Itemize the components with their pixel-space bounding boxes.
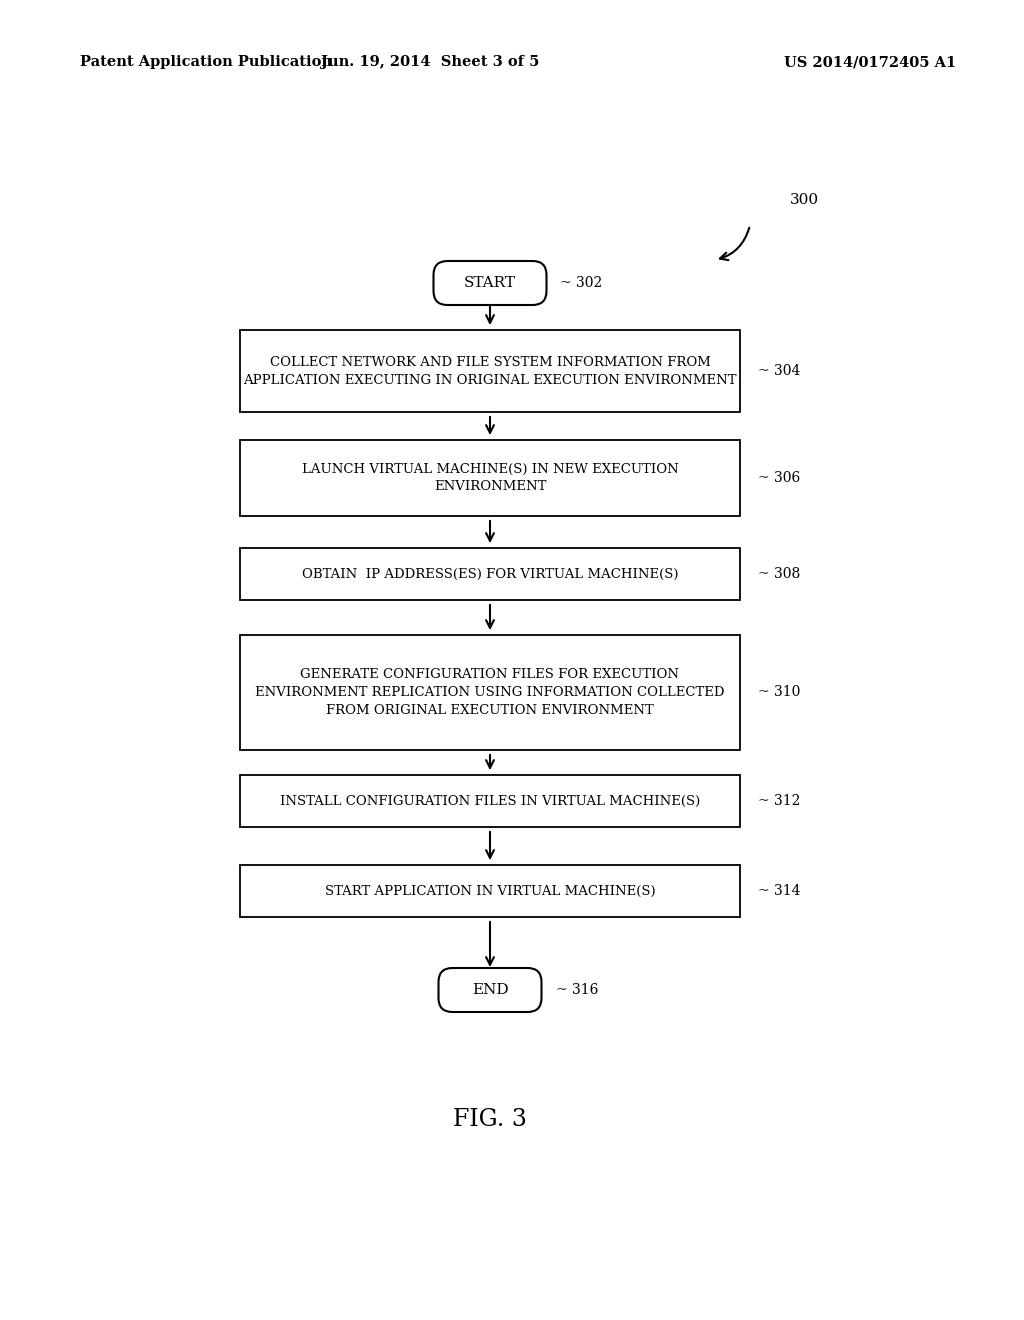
Text: COLLECT NETWORK AND FILE SYSTEM INFORMATION FROM
APPLICATION EXECUTING IN ORIGIN: COLLECT NETWORK AND FILE SYSTEM INFORMAT… <box>244 355 736 387</box>
Text: Jun. 19, 2014  Sheet 3 of 5: Jun. 19, 2014 Sheet 3 of 5 <box>321 55 540 69</box>
Text: ~ 310: ~ 310 <box>758 685 801 700</box>
FancyBboxPatch shape <box>438 968 542 1012</box>
FancyBboxPatch shape <box>240 865 740 917</box>
Text: FIG. 3: FIG. 3 <box>453 1109 527 1131</box>
Text: START APPLICATION IN VIRTUAL MACHINE(S): START APPLICATION IN VIRTUAL MACHINE(S) <box>325 884 655 898</box>
FancyBboxPatch shape <box>240 548 740 601</box>
FancyBboxPatch shape <box>240 635 740 750</box>
FancyBboxPatch shape <box>433 261 547 305</box>
Text: ~ 308: ~ 308 <box>758 568 800 581</box>
FancyBboxPatch shape <box>240 775 740 828</box>
Text: Patent Application Publication: Patent Application Publication <box>80 55 332 69</box>
Text: ~ 316: ~ 316 <box>555 983 598 997</box>
Text: ~ 304: ~ 304 <box>758 364 801 378</box>
FancyBboxPatch shape <box>240 330 740 412</box>
Text: 300: 300 <box>790 193 819 207</box>
Text: ~ 302: ~ 302 <box>560 276 603 290</box>
Text: ~ 312: ~ 312 <box>758 795 801 808</box>
Text: ~ 314: ~ 314 <box>758 884 801 898</box>
Text: INSTALL CONFIGURATION FILES IN VIRTUAL MACHINE(S): INSTALL CONFIGURATION FILES IN VIRTUAL M… <box>280 795 700 808</box>
FancyBboxPatch shape <box>240 440 740 516</box>
Text: US 2014/0172405 A1: US 2014/0172405 A1 <box>784 55 956 69</box>
Text: ~ 306: ~ 306 <box>758 471 800 484</box>
Text: END: END <box>472 983 508 997</box>
Text: START: START <box>464 276 516 290</box>
Text: LAUNCH VIRTUAL MACHINE(S) IN NEW EXECUTION
ENVIRONMENT: LAUNCH VIRTUAL MACHINE(S) IN NEW EXECUTI… <box>302 462 678 494</box>
Text: GENERATE CONFIGURATION FILES FOR EXECUTION
ENVIRONMENT REPLICATION USING INFORMA: GENERATE CONFIGURATION FILES FOR EXECUTI… <box>255 668 725 717</box>
Text: OBTAIN  IP ADDRESS(ES) FOR VIRTUAL MACHINE(S): OBTAIN IP ADDRESS(ES) FOR VIRTUAL MACHIN… <box>302 568 678 581</box>
